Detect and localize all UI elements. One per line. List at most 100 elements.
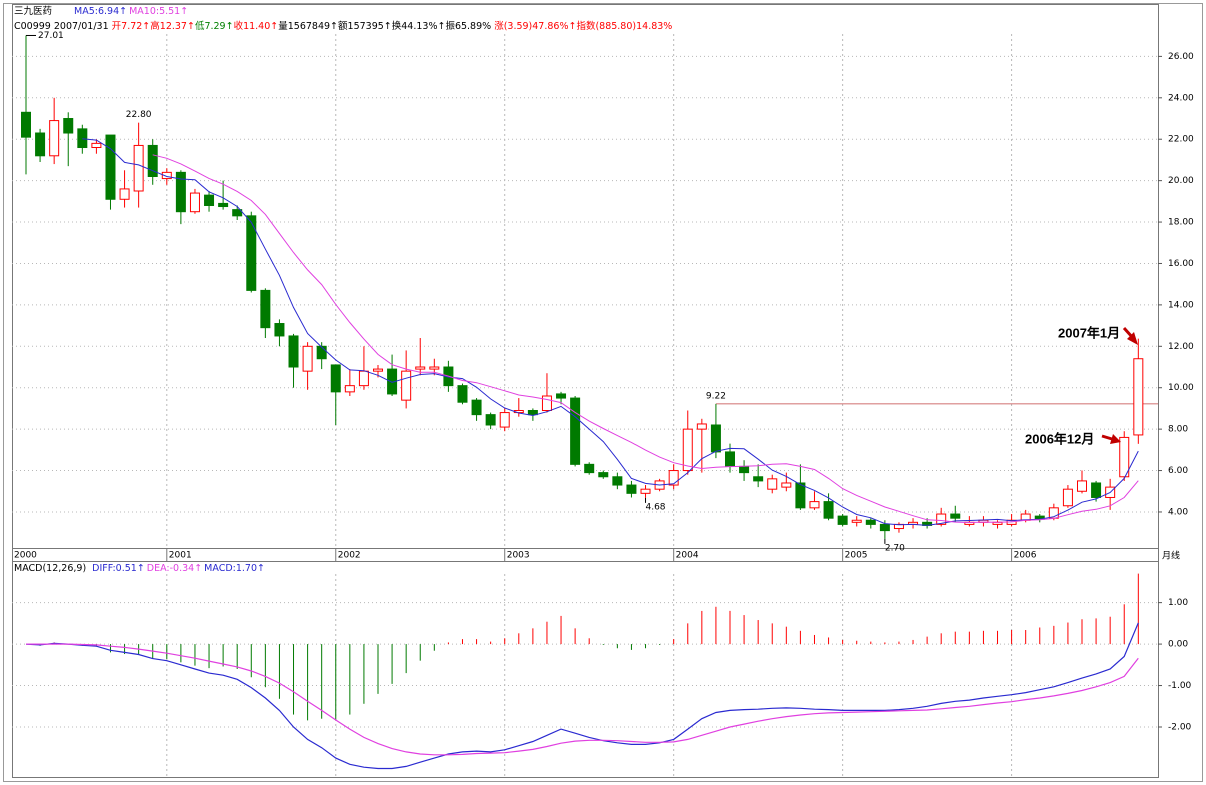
y-tick-label: -2.00 — [1168, 723, 1192, 733]
candle-body — [950, 513, 961, 519]
candle-body — [725, 451, 735, 467]
candle-body — [710, 424, 721, 453]
candle-body — [161, 171, 172, 180]
candle-body — [640, 488, 651, 494]
x-tick-label: 2000 — [14, 551, 37, 561]
candle-body — [598, 472, 609, 478]
quote-info: C00999 2007/01/31 开7.72↑高12.37↑低7.29↑收11… — [14, 20, 672, 32]
y-tick-label: 8.00 — [1168, 425, 1188, 435]
low-label: 2.70 — [885, 543, 905, 553]
arrow-head — [1110, 434, 1121, 444]
x-tick-label: 2004 — [676, 551, 699, 561]
candle-body — [837, 515, 848, 525]
candle-body — [485, 414, 496, 426]
candle-body — [218, 202, 229, 208]
legend-entry: MACD:1.70↑ — [204, 563, 265, 574]
candle-body — [499, 412, 510, 428]
quote-field: 收11.40↑ — [234, 20, 279, 32]
candle-body — [232, 209, 243, 217]
ma-line — [82, 138, 1139, 526]
candle-body — [781, 482, 792, 488]
high-label: 22.80 — [126, 110, 152, 120]
candle-body — [1119, 436, 1130, 478]
quote-field: 量1567849↑ — [278, 21, 338, 32]
y-tick-label: 1.00 — [1168, 598, 1188, 608]
y-tick-label: -1.00 — [1168, 681, 1192, 691]
candle-body — [1091, 482, 1102, 498]
chart-title: 三九医药 MA5:6.94↑ MA10:5.51↑ — [14, 5, 188, 17]
candle-body — [753, 476, 764, 482]
candle-body — [63, 118, 74, 134]
low-label: 4.68 — [645, 502, 665, 512]
y-tick-label: 20.00 — [1168, 176, 1194, 186]
legend-entry: DEA:-0.34↑ — [147, 563, 202, 574]
quote-field: 振65.89% — [445, 20, 494, 32]
legend-entry: MA5:6.94↑ — [74, 6, 127, 17]
candle-body — [1077, 480, 1087, 492]
candle-body — [541, 395, 552, 411]
candle-body — [175, 171, 186, 213]
quote-field: 额157395↑ — [338, 20, 392, 32]
quote-field: C00999 2007/01/31 — [14, 21, 112, 32]
candle-body — [246, 215, 257, 291]
candle-body — [344, 385, 355, 393]
y-tick-label: 22.00 — [1168, 135, 1194, 145]
high-label: 27.01 — [38, 31, 64, 41]
candle-body — [77, 128, 88, 149]
y-tick-label: 0.00 — [1168, 640, 1188, 650]
quote-field: 低7.29↑ — [195, 20, 234, 32]
y-tick-label: 6.00 — [1168, 466, 1188, 476]
candle-body — [584, 463, 595, 474]
y-tick-label: 4.00 — [1168, 507, 1188, 517]
candle-body — [415, 366, 426, 370]
candle-body — [795, 482, 806, 509]
candle-body — [189, 192, 200, 213]
annotation: 2007年1月 — [1058, 325, 1120, 340]
candle-body — [316, 345, 327, 360]
candle-body — [260, 289, 271, 329]
y-tick-label: 18.00 — [1168, 218, 1194, 228]
candle-body — [668, 470, 679, 486]
candle-body — [147, 144, 158, 177]
quote-field: 涨(3.59)47.86%↑ — [494, 21, 576, 32]
candle-body — [119, 188, 130, 200]
y-tick-label: 10.00 — [1168, 383, 1194, 393]
candle-body — [936, 513, 947, 525]
candle-body — [21, 111, 31, 138]
macd-name: MACD(12,26,9) — [14, 563, 86, 574]
candle-body — [91, 142, 102, 149]
arrow-shaft — [1101, 434, 1113, 441]
candle-body — [1062, 488, 1073, 507]
y-tick-label: 24.00 — [1168, 93, 1194, 103]
quote-field: 高12.37↑ — [150, 20, 195, 32]
candle-body — [739, 465, 750, 474]
candle-body — [274, 323, 285, 337]
candle-body — [457, 385, 468, 403]
annotation-arrows — [1101, 326, 1138, 444]
candle-body — [429, 366, 440, 370]
macd-line — [25, 622, 1139, 770]
candle-body — [809, 501, 820, 509]
candle-body — [330, 364, 341, 393]
legend-entry: DIFF:0.51↑ — [92, 563, 145, 574]
x-tick-label: 2002 — [338, 551, 361, 561]
period-label: 月线 — [1162, 550, 1180, 562]
candle-body — [626, 484, 637, 494]
x-tick-label: 2001 — [169, 551, 192, 561]
candle-body — [556, 393, 567, 399]
legend-entry: MA10:5.51↑ — [129, 6, 188, 17]
candle-body — [767, 478, 778, 490]
candle-body — [204, 194, 215, 206]
macd-line — [26, 643, 1139, 756]
candle-body — [49, 120, 60, 157]
macd-plot-frame — [12, 561, 1159, 778]
candle-body — [682, 428, 693, 472]
x-tick-label: 2006 — [1014, 551, 1037, 561]
candle-body — [471, 399, 482, 416]
candle-body — [527, 409, 538, 416]
y-tick-label: 26.00 — [1168, 52, 1194, 62]
y-tick-label: 14.00 — [1168, 300, 1194, 310]
x-tick-label: 2003 — [507, 551, 530, 561]
